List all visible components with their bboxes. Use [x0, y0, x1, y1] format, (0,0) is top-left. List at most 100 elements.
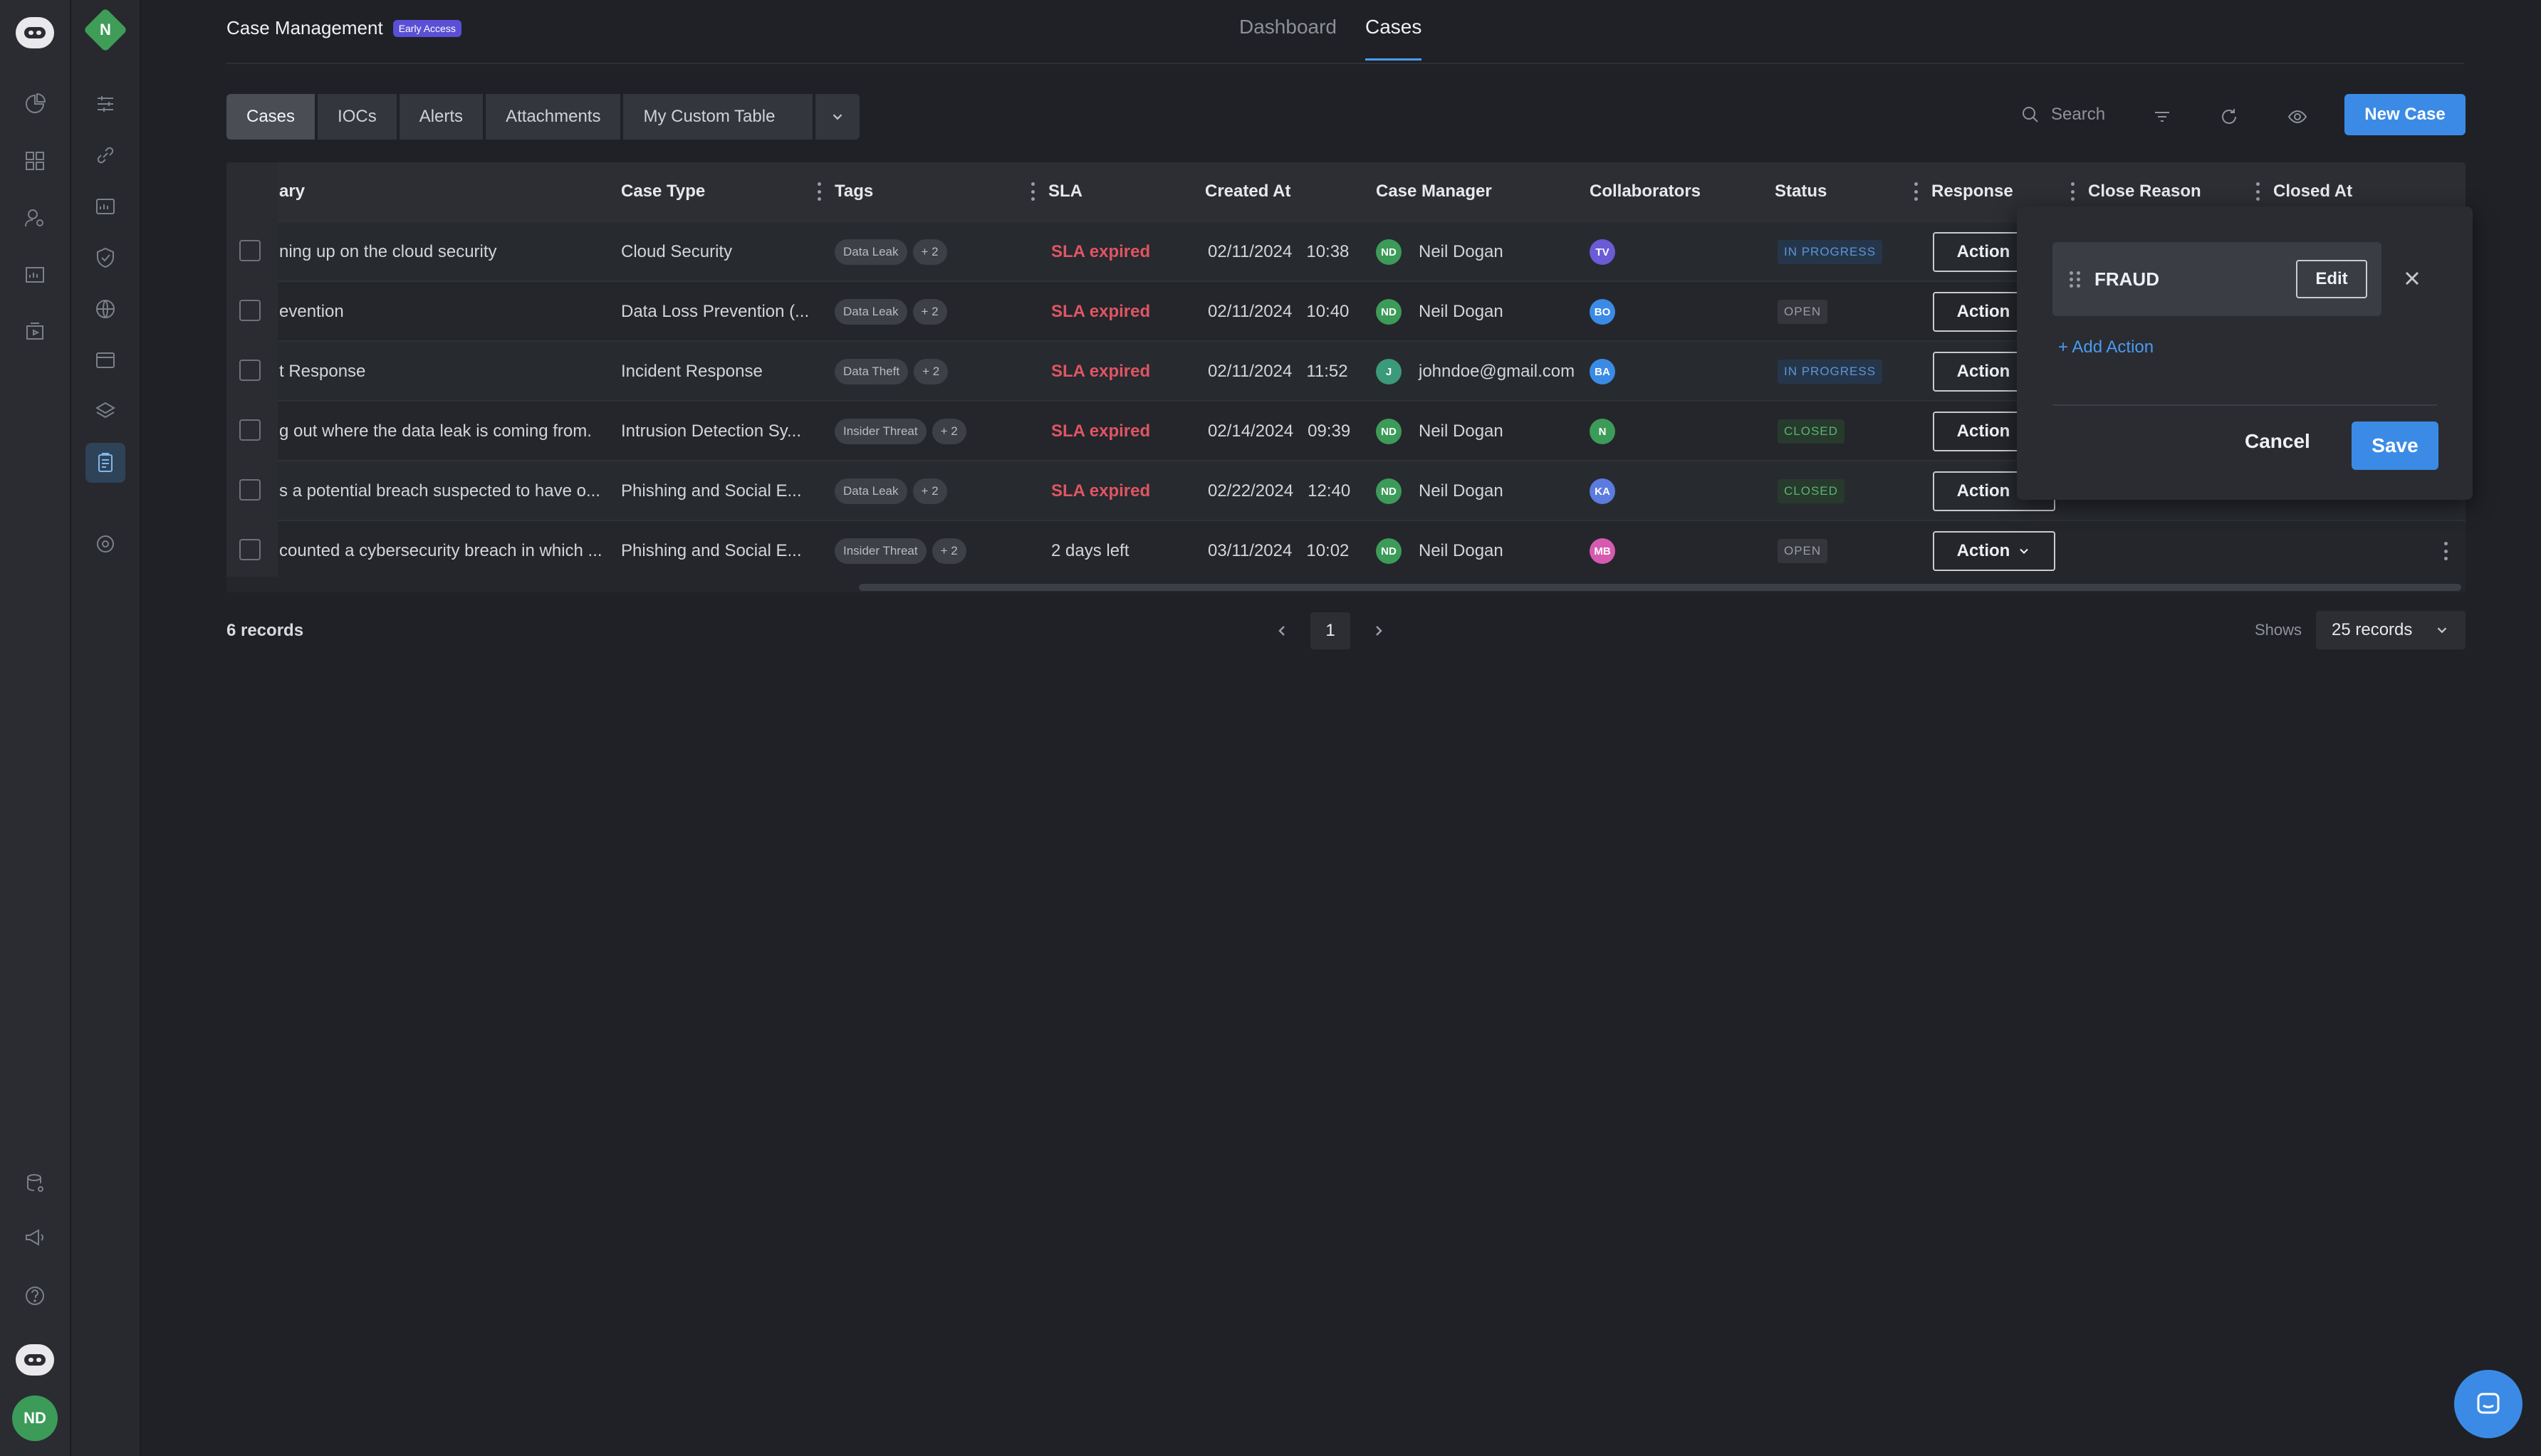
- avatar: MB: [1590, 538, 1615, 564]
- assistant-logo-icon[interactable]: [15, 1340, 55, 1380]
- response-action-item[interactable]: FRAUD Edit: [2052, 242, 2381, 316]
- col-menu-icon[interactable]: [2071, 182, 2075, 201]
- grid-apps-icon[interactable]: [15, 141, 55, 181]
- tab-my-custom-table[interactable]: My Custom Table: [623, 94, 813, 140]
- row-checkbox[interactable]: [239, 400, 261, 460]
- new-case-button[interactable]: New Case: [2344, 94, 2466, 135]
- cell-summary[interactable]: s a potential breach suspected to have o…: [279, 481, 600, 501]
- col-menu-icon[interactable]: [2256, 182, 2260, 201]
- cell-summary[interactable]: counted a cybersecurity breach in which …: [279, 541, 602, 560]
- cell-summary[interactable]: ning up on the cloud security: [279, 242, 497, 261]
- drag-handle-icon[interactable]: [2070, 271, 2080, 288]
- page-number[interactable]: 1: [1310, 612, 1350, 649]
- cell-case-type: Intrusion Detection Sy...: [621, 421, 802, 441]
- col-close-reason[interactable]: Close Reason: [2088, 162, 2273, 221]
- col-response[interactable]: Response: [1931, 162, 2088, 221]
- row-checkbox[interactable]: [239, 221, 261, 281]
- users-gear-icon[interactable]: [15, 198, 55, 238]
- col-summary[interactable]: ary: [279, 182, 306, 201]
- prev-page-icon[interactable]: [1273, 622, 1290, 639]
- row-checkbox[interactable]: [239, 340, 261, 400]
- table-row[interactable]: evention Data Loss Prevention (... Data Le…: [226, 281, 2466, 340]
- cell-summary[interactable]: g out where the data leak is coming from…: [279, 421, 592, 441]
- cell-response: Action: [1933, 282, 2089, 342]
- window-icon[interactable]: [85, 340, 125, 380]
- dashboard-card-icon[interactable]: [85, 187, 125, 226]
- tag-more-chip[interactable]: + 2: [932, 538, 966, 564]
- col-case-manager[interactable]: Case Manager: [1376, 182, 1492, 201]
- cell-tags: Data Leak + 2: [835, 282, 1048, 342]
- chat-icon: [2477, 1393, 2500, 1414]
- tag-more-chip[interactable]: + 2: [912, 478, 947, 504]
- tag-more-chip[interactable]: + 2: [932, 419, 966, 444]
- filter-icon[interactable]: [2146, 101, 2178, 132]
- megaphone-icon[interactable]: [15, 1217, 55, 1257]
- table-row[interactable]: counted a cybersecurity breach in which …: [226, 520, 2466, 580]
- refresh-icon[interactable]: [2213, 101, 2245, 132]
- col-menu-icon[interactable]: [1914, 182, 1919, 201]
- tag-more-chip[interactable]: + 2: [912, 239, 947, 265]
- user-avatar[interactable]: ND: [12, 1395, 58, 1441]
- col-menu-icon[interactable]: [818, 182, 822, 201]
- workspace-switcher[interactable]: N: [83, 7, 128, 53]
- sliders-icon[interactable]: [85, 84, 125, 124]
- cases-clipboard-icon[interactable]: [85, 443, 125, 483]
- next-page-icon[interactable]: [1370, 622, 1387, 639]
- col-collaborators[interactable]: Collaborators: [1590, 182, 1701, 201]
- cell-summary[interactable]: evention: [279, 302, 344, 321]
- table-row[interactable]: g out where the data leak is coming from…: [226, 400, 2466, 460]
- shield-check-icon[interactable]: [85, 238, 125, 278]
- tab-dashboard[interactable]: Dashboard: [1239, 16, 1337, 38]
- cell-summary[interactable]: t Response: [279, 362, 366, 381]
- link-icon[interactable]: [85, 135, 125, 175]
- status-badge: OPEN: [1778, 300, 1828, 324]
- tabs-more-dropdown[interactable]: [815, 94, 860, 140]
- tag-more-chip[interactable]: + 2: [912, 299, 947, 325]
- per-page-select[interactable]: 25 records: [2316, 611, 2466, 649]
- app-logo-icon[interactable]: [15, 13, 55, 53]
- top-nav: Dashboard Cases: [1239, 16, 1422, 61]
- report-icon[interactable]: [15, 255, 55, 295]
- edit-action-button[interactable]: Edit: [2296, 260, 2367, 298]
- horizontal-scrollbar[interactable]: [859, 584, 2461, 591]
- layers-icon[interactable]: [85, 392, 125, 431]
- header-divider: [226, 63, 2464, 64]
- cell-status: OPEN: [1778, 521, 1931, 581]
- tab-cases-table[interactable]: Cases: [226, 94, 315, 140]
- tab-attachments[interactable]: Attachments: [486, 94, 621, 140]
- search-input[interactable]: Search: [2051, 105, 2106, 124]
- row-checkbox[interactable]: [239, 520, 261, 580]
- col-sla[interactable]: SLA: [1048, 182, 1082, 201]
- action-dropdown-button[interactable]: Action: [1933, 292, 2055, 332]
- tab-alerts[interactable]: Alerts: [399, 94, 484, 140]
- tab-cases[interactable]: Cases: [1365, 16, 1422, 61]
- action-dropdown-button[interactable]: Action: [1933, 232, 2055, 272]
- database-settings-icon[interactable]: [15, 1163, 55, 1203]
- row-menu-icon[interactable]: [2444, 521, 2466, 581]
- settings-gear-icon[interactable]: [85, 524, 125, 564]
- col-tags[interactable]: Tags: [835, 162, 1048, 221]
- save-button[interactable]: Save: [2352, 421, 2438, 470]
- chat-launcher-button[interactable]: [2454, 1370, 2522, 1438]
- col-closed-at[interactable]: Closed At: [2273, 182, 2353, 201]
- search-box[interactable]: Search: [2020, 104, 2105, 125]
- eye-icon[interactable]: [2282, 101, 2313, 132]
- col-menu-icon[interactable]: [1031, 182, 1035, 201]
- tab-iocs[interactable]: IOCs: [318, 94, 397, 140]
- help-icon[interactable]: [15, 1276, 55, 1316]
- action-dropdown-button[interactable]: Action: [1933, 531, 2055, 571]
- row-checkbox[interactable]: [239, 460, 261, 520]
- col-case-type[interactable]: Case Type: [621, 162, 835, 221]
- pie-chart-icon[interactable]: [15, 84, 55, 124]
- add-action-link[interactable]: + Add Action: [2058, 337, 2154, 357]
- row-checkbox[interactable]: [239, 281, 261, 340]
- action-dropdown-button[interactable]: Action: [1933, 471, 2055, 511]
- tag-more-chip[interactable]: + 2: [914, 359, 949, 384]
- globe-icon[interactable]: [85, 289, 125, 329]
- popover-divider: [2052, 404, 2437, 406]
- col-status[interactable]: Status: [1775, 162, 1931, 221]
- col-created-at[interactable]: Created At: [1205, 182, 1291, 201]
- media-icon[interactable]: [15, 312, 55, 352]
- close-icon[interactable]: [2401, 268, 2423, 289]
- cancel-button[interactable]: Cancel: [2245, 430, 2310, 452]
